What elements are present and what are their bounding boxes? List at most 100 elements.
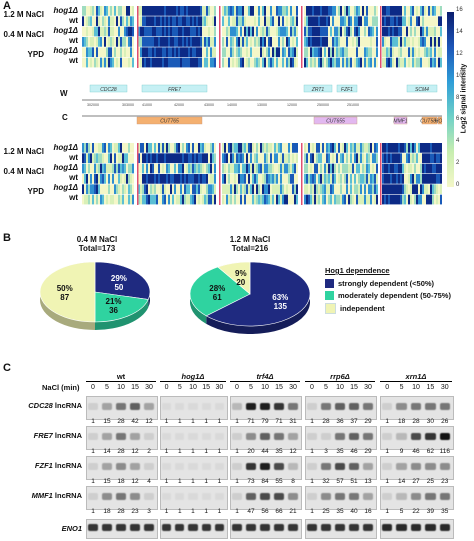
blot-band [102,432,112,441]
blot-band [396,492,407,501]
blot-quant-value: 8 [291,478,295,485]
row-condition-label: YPD [27,187,44,196]
blot-band [232,492,242,501]
blot-band [439,462,450,471]
blot-band [175,492,185,501]
time-label: 15 [275,384,283,391]
time-label: 15 [202,384,211,391]
heatmap-top [82,6,442,68]
blot-quant-value: 36 [336,418,344,425]
blot-quant-value: 66 [275,508,283,515]
pie-slice-pct-label: 63% [272,293,288,302]
blot-quant-value: 1 [217,508,222,515]
blot-band [260,524,270,531]
time-label: 10 [412,384,420,391]
blot-band [288,492,298,501]
row-strain-label: hog1Δ [53,183,78,192]
blot-band [288,402,298,411]
blot-band [214,402,224,411]
blot-quant-value: 1 [204,478,208,485]
gene-w-label: CDC28 [100,87,117,93]
blot-quant-value: 42 [131,418,139,425]
legend-swatch [325,291,334,300]
blot-quant-value: 23 [131,508,139,515]
blot-quant-value: 28 [412,418,420,425]
pie-slice-count-label: 50 [114,283,123,292]
blot-band [130,492,140,501]
coord-label: 12000 [287,103,297,107]
blot-band [175,402,185,411]
blot-quant-value: 28 [322,418,330,425]
pie1-title-line2: Total=173 [78,244,116,253]
blot-band [439,524,450,531]
blot-quant-value: 18 [397,418,406,425]
time-label: 0 [385,384,390,391]
blot-band [410,524,422,531]
heatmap-bottom [82,143,442,205]
blot-band [246,462,256,471]
blot-quant-value: 39 [426,508,434,515]
pie-chart-0.4M: 29%50 21%36 50%87 [39,261,151,330]
blot-quant-value: 35 [441,508,449,515]
blot-quant-value: 1 [217,448,222,455]
blot-quant-value: 1 [177,478,182,485]
blot-quant-value: 3 [324,448,328,455]
blot-band [116,492,126,501]
blot-quant-value: 1 [191,508,195,515]
blot-band [116,432,126,441]
pie2-title-line2: Total=216 [231,244,269,253]
blot-quant-value: 1 [191,478,195,485]
blot-quant-value: 62 [426,448,434,455]
blot-quant-value: 14 [397,478,406,485]
blot-band [130,402,140,411]
pie-slice-side [95,299,149,330]
blot-quant-value: 4 [147,478,151,485]
blot-quant-value: 1 [235,418,239,425]
pie-slice-side [206,262,310,334]
blot-band [288,462,298,471]
row-strain-label: wt [69,36,78,45]
time-label: 30 [289,384,297,391]
time-label: 30 [215,384,224,391]
blot-band [425,462,436,471]
blot-quant-value: 12 [289,448,297,455]
blot-quant-value: 26 [441,418,449,425]
blot-band [130,432,140,441]
colorbar-tick: 4 [456,138,460,145]
blot-band [260,402,270,411]
blot-band [162,462,172,471]
pie-chart-1.2M: 63%135 28%61 9%20 [189,261,311,334]
blot-quant-value: 35 [336,508,344,515]
blot-quant-value: 44 [261,448,269,455]
pie-slice-count-label: 20 [236,278,245,287]
row-strain-label: hog1Δ [53,143,78,152]
row-strain-label: wt [69,56,78,65]
blot-band [162,524,172,531]
time-label: 10 [261,384,269,391]
blot-band [335,432,345,441]
pie1-title: 0.4 M NaCl Total=173 [52,235,142,253]
blot-band [363,524,373,531]
blot-gene-name: FZF1 [34,461,53,470]
blot-band [116,462,126,471]
blot-gene-name: MMF1 [31,491,53,500]
pie-slice-count-label: 61 [213,293,222,302]
blot-quant-value: 29 [364,418,372,425]
blot-band [260,432,270,441]
blot-quant-value: 1 [91,418,95,425]
strain-header: hog1Δ [160,372,226,382]
blot-quant-value: 1 [310,448,314,455]
blot-quant-value: 2 [147,448,151,455]
blot-band [144,462,154,471]
blot-quant-value: 22 [412,508,420,515]
gene-w-label: FZF1 [341,87,353,93]
blot-quant-value: 40 [350,508,358,515]
blot-band [425,524,436,531]
blot-band [349,402,359,411]
nacl-time-label: NaCl (min) [42,383,80,392]
pie-slice-count-label: 36 [109,306,118,315]
blot-band [201,524,211,531]
blot-band [410,492,422,501]
pie-slice [39,261,96,323]
blot-quant-value: 5 [399,508,404,515]
